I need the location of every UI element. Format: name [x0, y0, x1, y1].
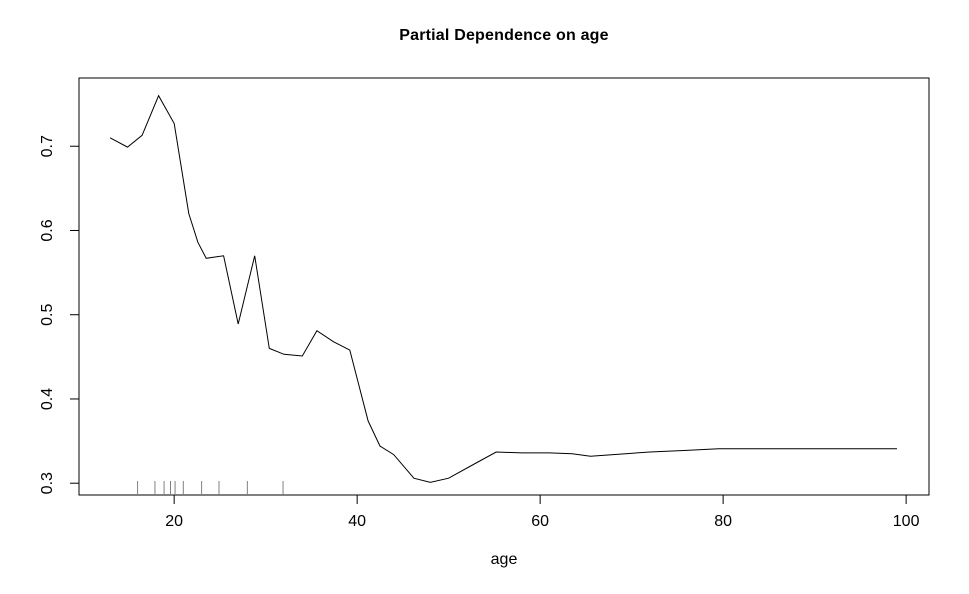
x-tick-label: 100	[893, 513, 920, 530]
x-tick-label: 80	[714, 513, 732, 530]
pd-line	[109, 94, 897, 483]
y-tick-label: 0.4	[39, 388, 56, 410]
plot-box	[78, 77, 930, 496]
y-tick-label: 0.6	[39, 219, 56, 241]
x-axis-label: age	[490, 551, 518, 568]
y-tick-label: 0.3	[39, 472, 56, 494]
x-tick-label: 60	[531, 513, 549, 530]
chart-title: Partial Dependence on age	[399, 27, 609, 44]
x-tick-label: 20	[165, 513, 183, 530]
y-tick-label: 0.5	[39, 304, 56, 326]
y-tick-label: 0.7	[39, 135, 56, 157]
x-tick-label: 40	[348, 513, 366, 530]
